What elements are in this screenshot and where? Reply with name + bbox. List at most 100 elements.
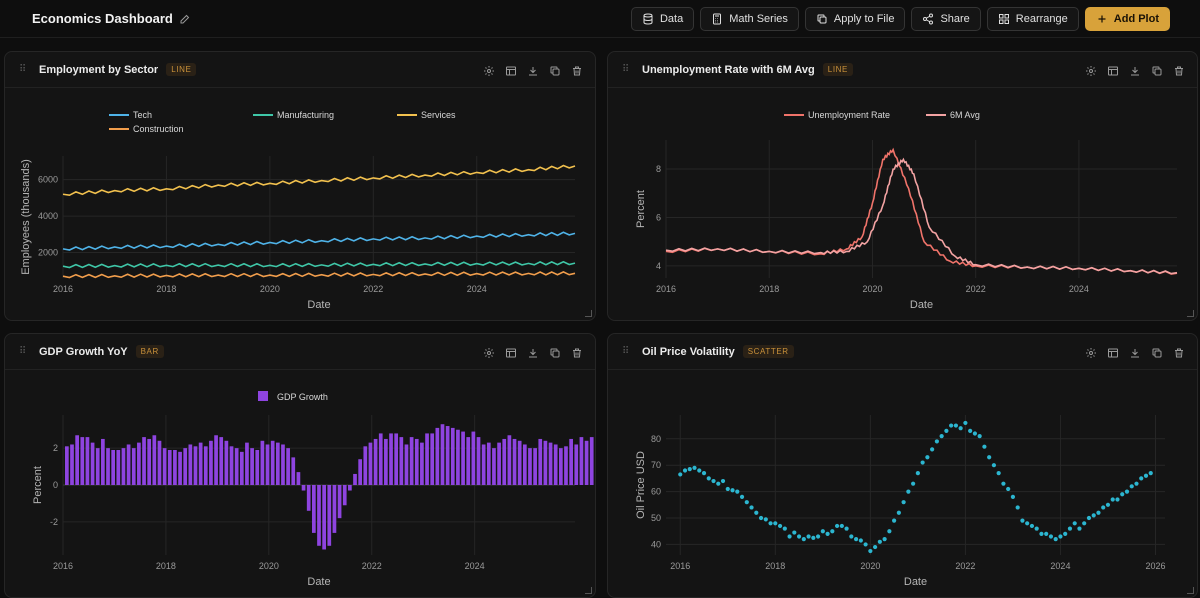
scatter-point bbox=[678, 472, 683, 477]
table-icon[interactable] bbox=[1107, 346, 1119, 358]
download-icon[interactable] bbox=[1129, 64, 1141, 76]
scatter-point bbox=[944, 428, 949, 433]
bar bbox=[348, 485, 352, 491]
settings-icon[interactable] bbox=[1085, 64, 1097, 76]
scatter-point bbox=[744, 500, 749, 505]
scatter-point bbox=[830, 529, 835, 534]
bar bbox=[106, 448, 110, 485]
x-tick-label: 2018 bbox=[156, 284, 176, 294]
bar bbox=[440, 424, 445, 485]
scatter-point bbox=[697, 468, 702, 473]
data-button[interactable]: Data bbox=[630, 6, 695, 31]
chart-svg: 2016 2018 2020 2022 2024 -2 0 2 Date Percent GDP G… bbox=[32, 391, 594, 588]
scatter-point bbox=[687, 467, 692, 472]
table-icon[interactable] bbox=[505, 64, 517, 76]
scatter-point bbox=[825, 531, 830, 536]
bar bbox=[553, 444, 558, 485]
bar bbox=[502, 438, 507, 485]
download-icon-glyph bbox=[529, 66, 537, 75]
settings-icon[interactable] bbox=[483, 346, 495, 358]
bar bbox=[358, 459, 363, 485]
scatter-point bbox=[982, 444, 987, 449]
bar bbox=[471, 431, 476, 485]
duplicate-icon-glyph bbox=[550, 66, 560, 75]
rearrange-button[interactable]: Rearrange bbox=[986, 6, 1079, 31]
trash-icon[interactable] bbox=[571, 64, 583, 76]
y-tick-label: 0 bbox=[53, 480, 58, 490]
scatter-point bbox=[701, 471, 707, 476]
x-tick-label: 2024 bbox=[467, 284, 487, 294]
duplicate-icon[interactable] bbox=[549, 64, 561, 76]
title-wrap: Economics Dashboard bbox=[32, 11, 191, 26]
y-axis-label: Percent bbox=[32, 466, 44, 504]
bar bbox=[492, 448, 496, 485]
x-tick-label: 2020 bbox=[860, 561, 880, 571]
scatter-point bbox=[1034, 526, 1039, 531]
scatter-point bbox=[720, 478, 726, 484]
duplicate-icon[interactable] bbox=[1151, 64, 1163, 76]
scatter-point bbox=[949, 423, 954, 428]
drag-handle-icon[interactable]: ⠿ bbox=[622, 64, 629, 75]
add-plot-button[interactable]: Add Plot bbox=[1084, 6, 1170, 31]
trash-icon[interactable] bbox=[1173, 346, 1185, 358]
trash-icon[interactable] bbox=[571, 346, 583, 358]
legend-label: GDP Growth bbox=[277, 392, 328, 402]
resize-handle[interactable] bbox=[585, 587, 592, 594]
bar bbox=[589, 437, 594, 485]
settings-icon[interactable] bbox=[483, 64, 495, 76]
scatter-point bbox=[925, 455, 930, 460]
panel-oil: ⠿ Oil Price Volatility SCATTER 2016 2018 2020… bbox=[607, 333, 1198, 598]
bar bbox=[131, 448, 136, 485]
panel-title: Unemployment Rate with 6M Avg bbox=[642, 63, 815, 76]
legend-label: 6M Avg bbox=[950, 110, 980, 120]
math-series-button[interactable]: Math Series bbox=[700, 6, 799, 31]
table-icon[interactable] bbox=[505, 346, 517, 358]
download-icon-glyph bbox=[529, 348, 537, 357]
drag-handle-icon[interactable]: ⠿ bbox=[19, 346, 26, 357]
legend-label: Tech bbox=[133, 110, 152, 120]
table-icon[interactable] bbox=[1107, 64, 1119, 76]
bar bbox=[435, 427, 440, 485]
resize-handle[interactable] bbox=[1187, 587, 1194, 594]
scatter-point bbox=[1143, 473, 1149, 478]
scatter-point bbox=[877, 539, 882, 544]
duplicate-icon[interactable] bbox=[549, 346, 561, 358]
scatter-point bbox=[1101, 505, 1106, 510]
bar bbox=[425, 433, 429, 485]
scatter-point bbox=[806, 534, 811, 539]
settings-icon[interactable] bbox=[1085, 346, 1097, 358]
apply-to-file-button[interactable]: Apply to File bbox=[804, 6, 906, 31]
download-icon[interactable] bbox=[1129, 346, 1141, 358]
bar bbox=[157, 440, 162, 485]
bar bbox=[466, 437, 471, 485]
x-tick-label: 2018 bbox=[759, 284, 779, 294]
x-tick-label: 2024 bbox=[465, 561, 485, 571]
share-button-label: Share bbox=[940, 12, 970, 25]
scatter-point bbox=[711, 478, 716, 484]
legend-label: Construction bbox=[133, 124, 184, 134]
drag-handle-icon[interactable]: ⠿ bbox=[19, 64, 26, 75]
bar bbox=[558, 448, 563, 485]
share-button[interactable]: Share bbox=[911, 6, 981, 31]
bar bbox=[404, 444, 409, 485]
scatter-point bbox=[839, 523, 844, 529]
scatter-point bbox=[930, 447, 935, 452]
download-icon[interactable] bbox=[527, 346, 539, 358]
scatter-point bbox=[873, 544, 878, 550]
bar bbox=[121, 448, 126, 485]
resize-handle[interactable] bbox=[585, 310, 592, 317]
panel-header: ⠿ Employment by Sector LINE bbox=[5, 52, 595, 88]
series-line-tech bbox=[62, 231, 576, 251]
edit-icon[interactable] bbox=[179, 13, 191, 25]
download-icon[interactable] bbox=[527, 64, 539, 76]
scatter-point bbox=[787, 534, 792, 539]
duplicate-icon[interactable] bbox=[1151, 346, 1163, 358]
trash-icon-glyph bbox=[573, 66, 581, 75]
trash-icon[interactable] bbox=[1173, 64, 1185, 76]
bar bbox=[270, 440, 275, 485]
drag-handle-icon[interactable]: ⠿ bbox=[622, 346, 629, 357]
resize-handle[interactable] bbox=[1187, 310, 1194, 317]
scatter-point bbox=[815, 534, 821, 539]
table-icon-glyph bbox=[1108, 66, 1118, 75]
bar bbox=[152, 435, 157, 485]
